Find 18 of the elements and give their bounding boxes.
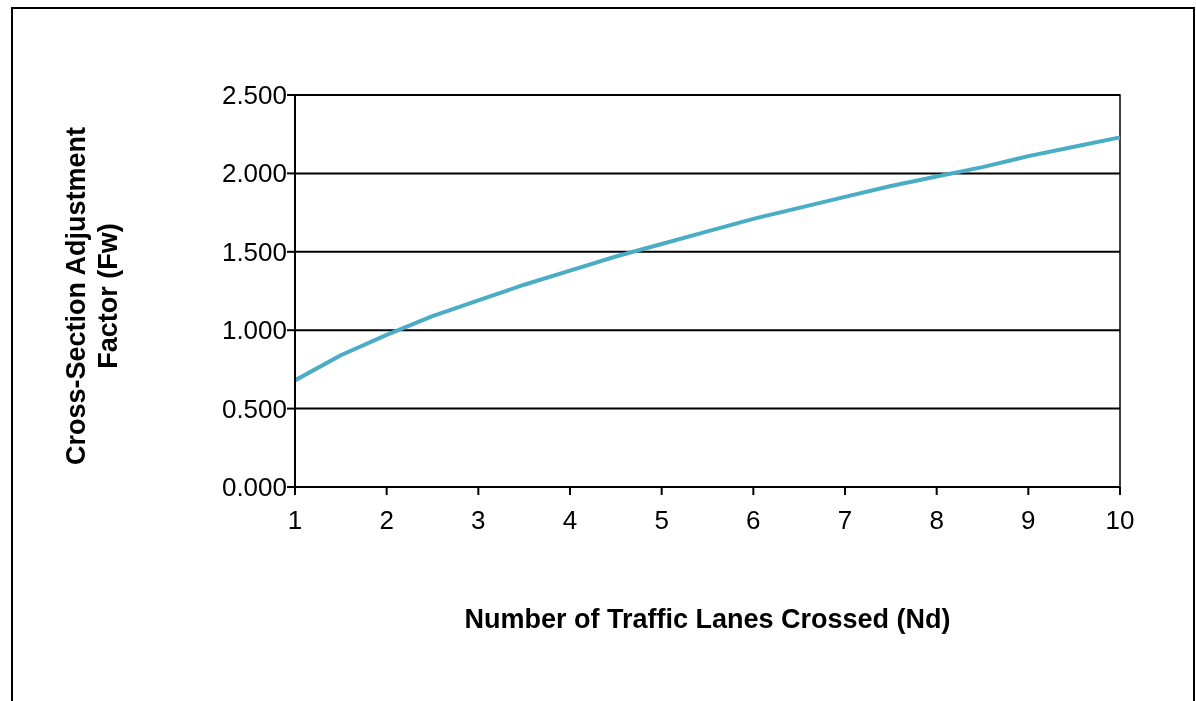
x-tick-label: 10 (1105, 505, 1135, 535)
x-tick-label: 8 (929, 505, 944, 535)
x-tick-label: 6 (746, 505, 761, 535)
y-tick-label: 0.000 (221, 472, 287, 502)
x-tick-label: 3 (471, 505, 486, 535)
x-tick-label: 9 (1021, 505, 1036, 535)
x-tick-label: 2 (379, 505, 394, 535)
y-tick-label: 2.000 (221, 158, 287, 189)
y-tick-label: 1.000 (221, 315, 287, 346)
y-tick-label: 2.500 (221, 80, 287, 110)
x-tick-label: 7 (837, 505, 853, 535)
x-tick-label: 5 (654, 505, 669, 535)
x-tick-label: 4 (562, 505, 578, 535)
y-tick-label: 0.500 (221, 393, 287, 424)
x-tick-label: 1 (287, 505, 303, 535)
x-axis-title: Number of Traffic Lanes Crossed (Nd) (464, 604, 951, 634)
y-tick-label: 1.500 (221, 236, 287, 267)
y-axis-title: Cross-Section Adjustment Factor (Fw) (61, 126, 123, 466)
